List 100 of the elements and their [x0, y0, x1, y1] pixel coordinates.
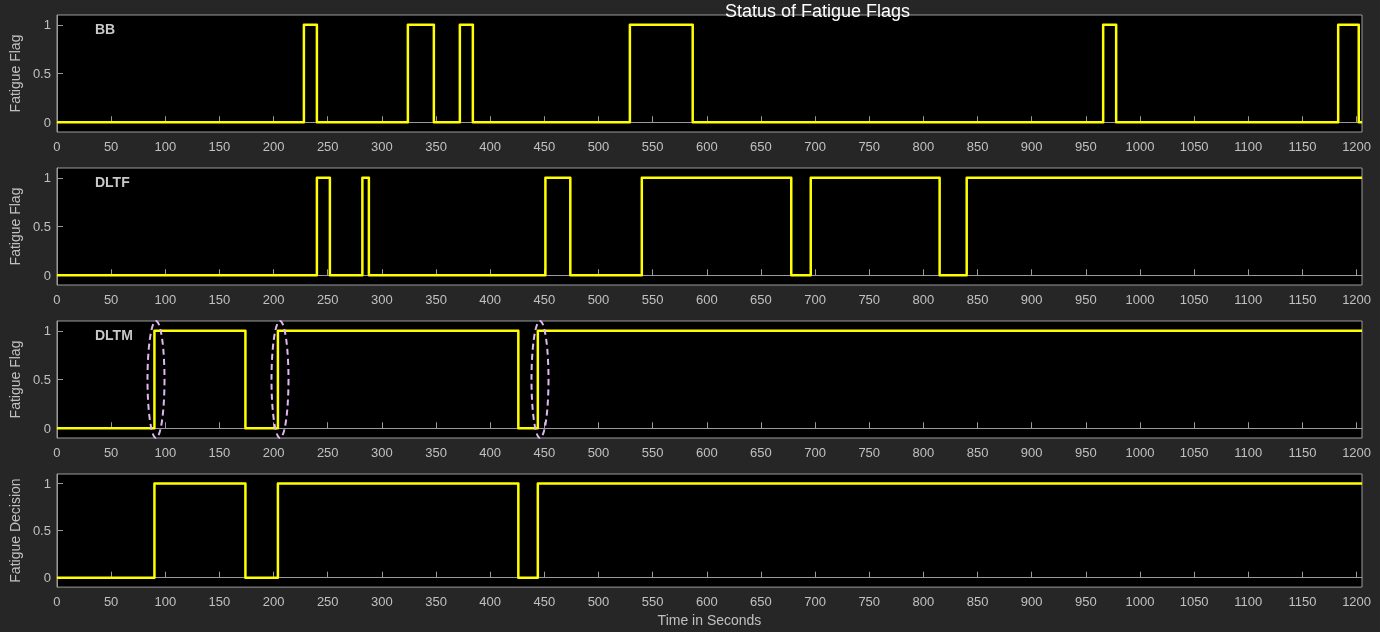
y-axis-title: Fatigue Flag — [7, 340, 23, 419]
y-tick-label: 0.5 — [32, 523, 51, 539]
x-tick-label: 650 — [750, 139, 772, 154]
x-tick-label: 1050 — [1179, 292, 1209, 307]
x-tick-label: 650 — [750, 445, 772, 460]
y-tick-label: 1 — [43, 323, 51, 339]
x-tick-label: 250 — [316, 594, 339, 610]
x-tick-label: 1050 — [1179, 594, 1209, 610]
y-tick-label: 1 — [43, 475, 51, 491]
x-tick-label: 950 — [1074, 594, 1097, 610]
x-tick-label: 1100 — [1234, 292, 1263, 307]
x-tick-label: 400 — [479, 139, 502, 154]
x-tick-label: 1150 — [1288, 292, 1317, 307]
y-tick-label: 0.5 — [32, 66, 51, 81]
x-tick-label: 1000 — [1125, 445, 1155, 460]
x-tick-label: 150 — [208, 445, 231, 460]
x-tick-label: 700 — [804, 445, 826, 460]
x-tick-label: 700 — [804, 139, 826, 154]
x-tick-label: 200 — [262, 445, 285, 460]
text: DLTF — [95, 174, 131, 190]
x-tick-label: 900 — [1020, 445, 1043, 460]
x-tick-label: 100 — [154, 292, 177, 307]
y-axis-title: Fatigue Flag — [7, 187, 23, 266]
x-tick-label: 0 — [53, 292, 61, 307]
y-tick-label: 1 — [43, 17, 51, 33]
x-tick-label: 450 — [533, 139, 556, 154]
x-tick-label: 0 — [53, 594, 61, 610]
x-tick-label: 450 — [533, 594, 556, 610]
x-tick-label: 650 — [750, 594, 772, 610]
x-tick-label: 600 — [695, 445, 718, 460]
x-tick-label: 550 — [641, 139, 664, 154]
x-tick-label: 600 — [695, 594, 718, 610]
x-tick-label: 1200 — [1342, 594, 1372, 610]
x-tick-label: 1100 — [1234, 594, 1263, 610]
x-tick-label: 1200 — [1342, 139, 1372, 154]
x-tick-label: 150 — [208, 292, 231, 307]
x-tick-label: 200 — [262, 139, 285, 154]
x-tick-label: 550 — [641, 445, 664, 460]
x-tick-label: 1000 — [1125, 594, 1155, 610]
x-tick-label: 550 — [641, 594, 664, 610]
x-tick-label: 750 — [858, 292, 881, 307]
x-tick-label: 800 — [912, 445, 935, 460]
x-tick-label: 1200 — [1342, 292, 1372, 307]
x-tick-label: 300 — [371, 139, 393, 154]
x-tick-label: 400 — [479, 292, 502, 307]
y-axis-title: Fatigue Flag — [7, 34, 23, 113]
x-tick-label: 100 — [154, 594, 177, 610]
x-tick-label: 50 — [103, 292, 119, 307]
x-tick-label: 500 — [587, 594, 610, 610]
x-tick-label: 150 — [208, 594, 231, 610]
x-tick-label: 700 — [804, 292, 826, 307]
x-tick-label: 1050 — [1179, 445, 1209, 460]
x-tick-label: 950 — [1074, 445, 1097, 460]
x-tick-label: 900 — [1020, 292, 1043, 307]
y-tick-label: 0.5 — [32, 372, 51, 387]
y-tick-label: 0 — [43, 420, 51, 436]
x-tick-label: 200 — [262, 292, 285, 307]
x-tick-label: 500 — [587, 445, 610, 460]
y-tick-label: 0 — [43, 267, 51, 283]
x-tick-label: 0 — [53, 445, 61, 460]
x-tick-label: 350 — [425, 594, 447, 610]
y-tick-label: 0 — [43, 114, 51, 130]
x-tick-label: 50 — [103, 594, 119, 610]
x-tick-label: 800 — [912, 292, 935, 307]
x-tick-label: 450 — [533, 292, 556, 307]
x-tick-label: 1150 — [1288, 594, 1317, 610]
x-tick-label: 600 — [695, 292, 718, 307]
x-tick-label: 1150 — [1288, 139, 1317, 154]
x-tick-label: 950 — [1074, 292, 1097, 307]
x-tick-label: 50 — [103, 445, 119, 460]
x-tick-label: 850 — [966, 292, 989, 307]
x-tick-label: 1050 — [1179, 139, 1209, 154]
y-tick-label: 0 — [43, 570, 51, 586]
x-tick-label: 550 — [641, 292, 664, 307]
x-tick-label: 200 — [262, 594, 285, 610]
x-tick-label: 850 — [966, 594, 989, 610]
text: BB — [95, 21, 116, 37]
x-tick-label: 350 — [425, 139, 447, 154]
x-tick-label: 500 — [587, 292, 610, 307]
x-tick-label: 1150 — [1288, 445, 1317, 460]
x-tick-label: 300 — [371, 445, 393, 460]
x-tick-label: 150 — [208, 139, 231, 154]
x-tick-label: 750 — [858, 139, 881, 154]
x-tick-label: 400 — [479, 594, 502, 610]
y-tick-label: 0.5 — [32, 219, 51, 234]
x-tick-label: 950 — [1074, 139, 1097, 154]
x-tick-label: 900 — [1020, 139, 1043, 154]
x-tick-label: 350 — [425, 292, 447, 307]
x-tick-label: 350 — [425, 445, 447, 460]
x-axis-title: Time in Seconds — [657, 612, 762, 628]
x-tick-label: 250 — [316, 292, 339, 307]
x-tick-label: 500 — [587, 139, 610, 154]
y-axis-title: Fatigue Decision — [7, 478, 23, 583]
x-tick-label: 250 — [316, 445, 339, 460]
series-label: DLTM — [95, 327, 133, 343]
x-tick-label: 650 — [750, 292, 772, 307]
x-tick-label: 450 — [533, 445, 556, 460]
x-tick-label: 1100 — [1234, 445, 1263, 460]
x-tick-label: 1200 — [1342, 445, 1372, 460]
x-tick-label: 850 — [966, 139, 989, 154]
